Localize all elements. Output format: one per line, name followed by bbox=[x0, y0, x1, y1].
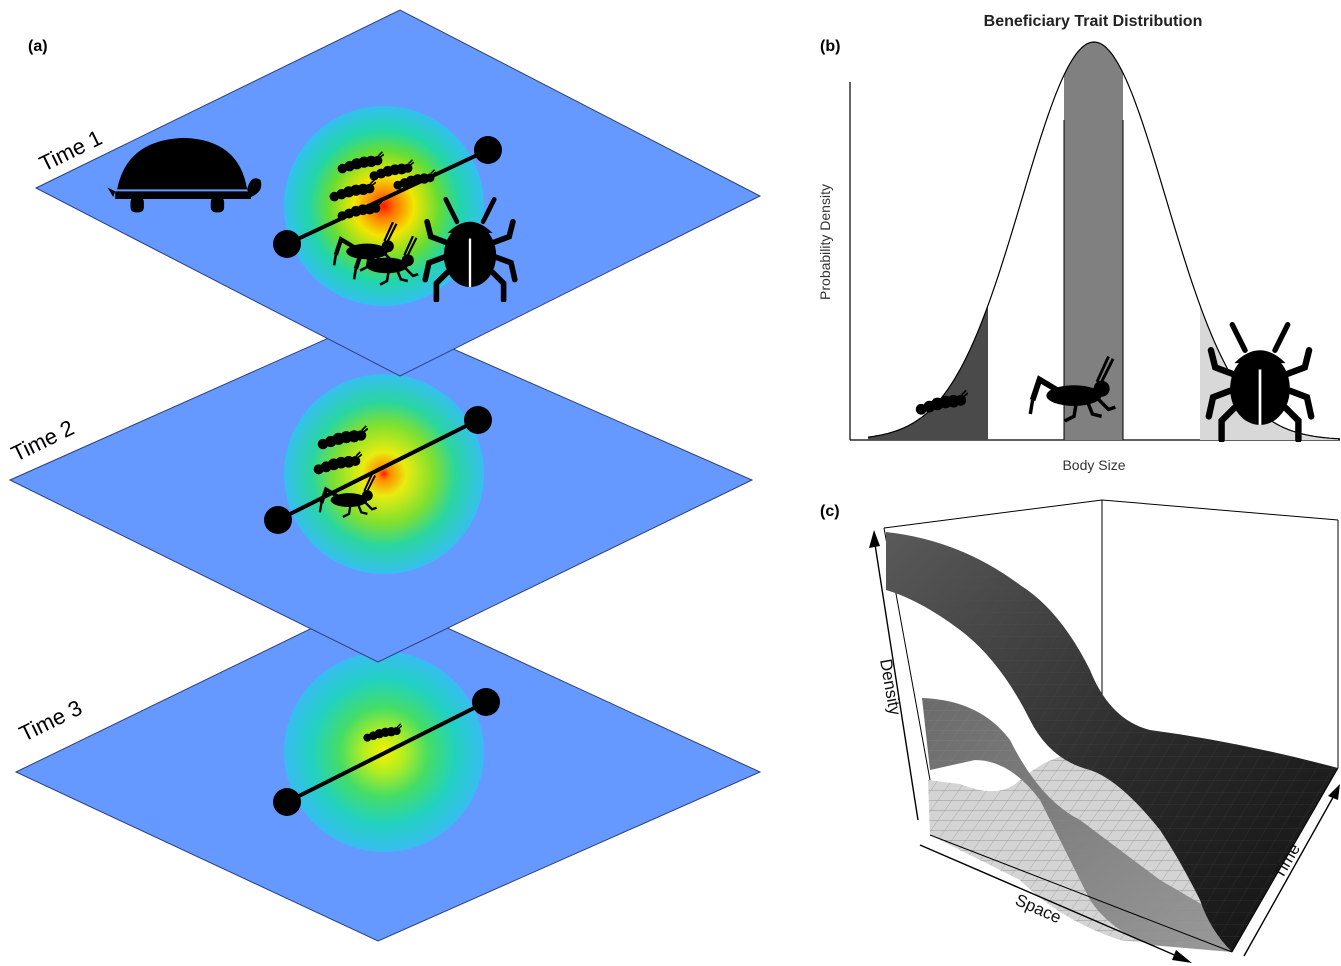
transect-endpoint-icon bbox=[472, 688, 500, 716]
panel-b-label: (b) bbox=[820, 38, 840, 55]
transect-endpoint-icon bbox=[474, 136, 502, 164]
transect-endpoint-icon bbox=[273, 788, 301, 816]
time-1-hotspot bbox=[284, 106, 484, 306]
panel-c-label: (c) bbox=[820, 503, 840, 520]
time-3-label: Time 3 bbox=[15, 695, 86, 747]
chart-title: Beneficiary Trait Distribution bbox=[984, 13, 1203, 30]
y-axis-label: Probability Density bbox=[817, 184, 833, 300]
medium-surface-grid bbox=[922, 698, 1232, 952]
space-axis-arrow bbox=[919, 844, 1192, 963]
box-back-edge bbox=[883, 499, 1339, 529]
panel-b: (b) Beneficiary Trait Distribution Proba… bbox=[817, 13, 1341, 473]
panel-a: (a) Time 3 Time 2 Time 1 bbox=[7, 9, 762, 942]
panel-a-label: (a) bbox=[28, 38, 48, 55]
small-body-region bbox=[868, 305, 988, 440]
time-1-transect-line bbox=[286, 148, 489, 246]
medium-body-region bbox=[1064, 42, 1123, 440]
dark-surface-grid bbox=[886, 532, 1338, 952]
box-front-bottom-edge bbox=[929, 834, 1233, 953]
time-layer-2: Time 2 bbox=[7, 315, 754, 663]
time-layer-3: Time 3 bbox=[14, 595, 762, 942]
time-layer-1: Time 1 bbox=[34, 9, 762, 377]
time-3-transect-line bbox=[286, 700, 487, 804]
transect-endpoint-icon bbox=[464, 406, 492, 434]
box-front-right-edge bbox=[1231, 767, 1339, 953]
transect-endpoint-icon bbox=[264, 506, 292, 534]
time-2-hotspot bbox=[284, 374, 484, 574]
density-axis-label: Density bbox=[876, 657, 905, 717]
time-axis-arrow bbox=[1243, 784, 1340, 957]
transect-endpoint-icon bbox=[273, 230, 301, 258]
x-axis-label: Body Size bbox=[1062, 457, 1125, 473]
density-axis-arrow bbox=[869, 530, 919, 821]
time-2-transect-line bbox=[277, 418, 479, 522]
panel-c: (c) Density Space T bbox=[820, 499, 1340, 963]
